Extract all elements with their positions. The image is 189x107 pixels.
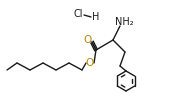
Text: H: H <box>92 12 100 22</box>
Text: Cl: Cl <box>73 9 83 19</box>
Text: O: O <box>86 58 94 68</box>
Text: O: O <box>84 35 92 45</box>
Text: NH₂: NH₂ <box>115 17 133 27</box>
